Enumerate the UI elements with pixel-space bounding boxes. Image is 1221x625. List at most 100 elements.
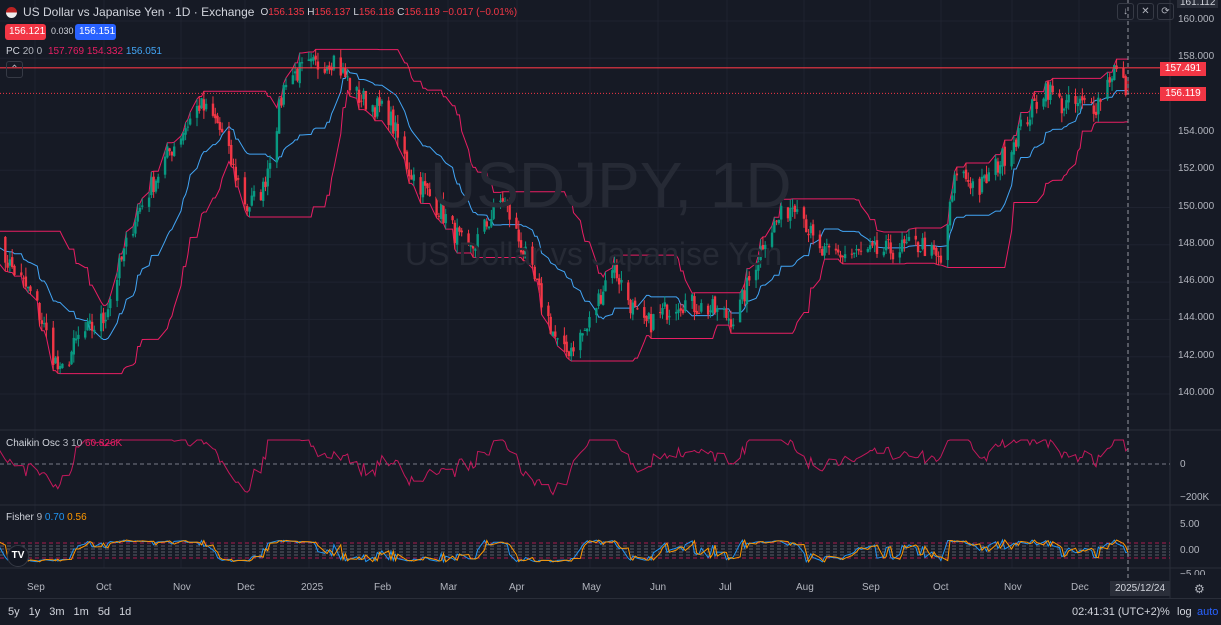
time-tick: 2025 — [301, 582, 324, 593]
candle-body — [230, 145, 233, 165]
candle-body — [882, 251, 886, 256]
scroll-down-icon[interactable]: ↓ — [1117, 3, 1134, 20]
spread-value: 0.030 — [51, 26, 74, 36]
candle-body — [360, 100, 363, 102]
channel-basis-line — [0, 68, 1128, 340]
candle-body — [850, 253, 854, 255]
auto-toggle[interactable]: auto — [1197, 606, 1219, 618]
candle-body — [1099, 99, 1102, 102]
chaikin-legend[interactable]: Chaikin Osc 3 10 60.826K — [6, 438, 122, 449]
candle-body — [563, 335, 566, 345]
time-tick: Aug — [796, 582, 814, 593]
candle-body — [435, 196, 438, 216]
percent-toggle[interactable]: % — [1160, 606, 1170, 618]
time-tick: Sep — [862, 582, 880, 593]
candle-body — [154, 180, 158, 192]
time-tick: Oct — [933, 582, 949, 593]
candle-body — [487, 226, 491, 229]
candle-body — [857, 249, 860, 251]
buy-button[interactable]: 156.151 — [75, 24, 116, 40]
candle-body — [914, 235, 917, 240]
price-axis-top: 161.112 — [1177, 0, 1219, 8]
candle-body — [74, 338, 78, 341]
candle-body — [344, 67, 347, 78]
candle-body — [987, 172, 991, 182]
collapse-legend-button[interactable]: ⌃ — [6, 61, 23, 78]
sell-button[interactable]: 156.121 — [5, 24, 46, 40]
candle-body — [1060, 98, 1064, 114]
range-button-3m[interactable]: 3m — [49, 606, 65, 618]
tradingview-logo[interactable]: TV — [7, 545, 29, 567]
candle-body — [42, 323, 46, 325]
candle-body — [150, 177, 153, 196]
candle-body — [115, 280, 119, 301]
candle-body — [291, 75, 295, 85]
candle-body — [795, 209, 799, 212]
candle-body — [583, 329, 587, 331]
clock[interactable]: 02:41:31 (UTC+2) — [1072, 606, 1161, 618]
candle-body — [170, 151, 174, 156]
range-button-1d[interactable]: 1d — [119, 606, 132, 618]
log-toggle[interactable]: log — [1177, 606, 1192, 618]
candle-body — [1108, 77, 1111, 83]
candle-body — [823, 246, 826, 256]
chart-canvas[interactable] — [0, 0, 1221, 598]
symbol-title[interactable]: US Dollar vs Japanise Yen · 1D · Exchang… — [23, 5, 255, 19]
collapse-pane-icon[interactable]: ✕ — [1137, 3, 1154, 20]
candle-body — [442, 200, 445, 223]
candle-body — [727, 318, 730, 321]
candle-body — [490, 218, 493, 227]
candle-body — [948, 201, 952, 226]
candle-body — [665, 304, 669, 320]
candle-body — [476, 234, 479, 248]
candle-body — [1046, 81, 1050, 100]
candle-body — [72, 337, 75, 355]
candle-body — [617, 278, 621, 285]
candle-body — [533, 266, 536, 280]
candle-body — [277, 99, 281, 134]
candle-body — [757, 261, 760, 271]
settings-gear-icon[interactable]: ⚙ — [1194, 582, 1205, 596]
candle-body — [951, 195, 954, 202]
candle-body — [378, 97, 381, 106]
candle-body — [125, 237, 128, 247]
candle-body — [898, 252, 902, 258]
candle-body — [643, 307, 646, 318]
range-button-1y[interactable]: 1y — [28, 606, 41, 618]
candle-body — [455, 227, 459, 245]
fisher-legend[interactable]: Fisher 9 0.70 0.56 — [6, 512, 87, 523]
range-button-5y[interactable]: 5y — [8, 606, 20, 618]
candle-body — [1097, 97, 1100, 115]
candle-body — [426, 183, 429, 189]
candle-body — [1076, 102, 1079, 107]
maximize-pane-icon[interactable]: ⟳ — [1157, 3, 1174, 20]
candle-body — [6, 262, 9, 268]
time-tick: Dec — [237, 582, 255, 593]
pc-legend[interactable]: PC 20 0 157.769 154.332 156.051 — [6, 46, 162, 57]
candle-body — [825, 243, 828, 245]
range-button-1m[interactable]: 1m — [73, 606, 89, 618]
candle-body — [567, 351, 571, 357]
candle-body — [985, 174, 988, 184]
candle-body — [971, 181, 975, 188]
candle-body — [852, 252, 856, 254]
candle-body — [373, 107, 377, 118]
candle-body — [508, 203, 511, 220]
candle-body — [264, 181, 267, 188]
candle-body — [330, 66, 333, 71]
candle-body — [597, 293, 600, 306]
candle-body — [681, 309, 685, 313]
candle-body — [793, 205, 797, 212]
candle-body — [232, 163, 235, 165]
candle-body — [261, 181, 265, 201]
candle-body — [1124, 76, 1127, 95]
candle-body — [697, 312, 701, 314]
high-value: 156.137 — [314, 6, 351, 18]
range-button-5d[interactable]: 5d — [97, 606, 111, 618]
candle-body — [690, 294, 694, 301]
candle-body — [725, 309, 728, 318]
fisher-trigger-line — [0, 539, 1129, 563]
candle-body — [90, 321, 94, 331]
candle-body — [921, 238, 924, 249]
candle-body — [711, 299, 714, 314]
